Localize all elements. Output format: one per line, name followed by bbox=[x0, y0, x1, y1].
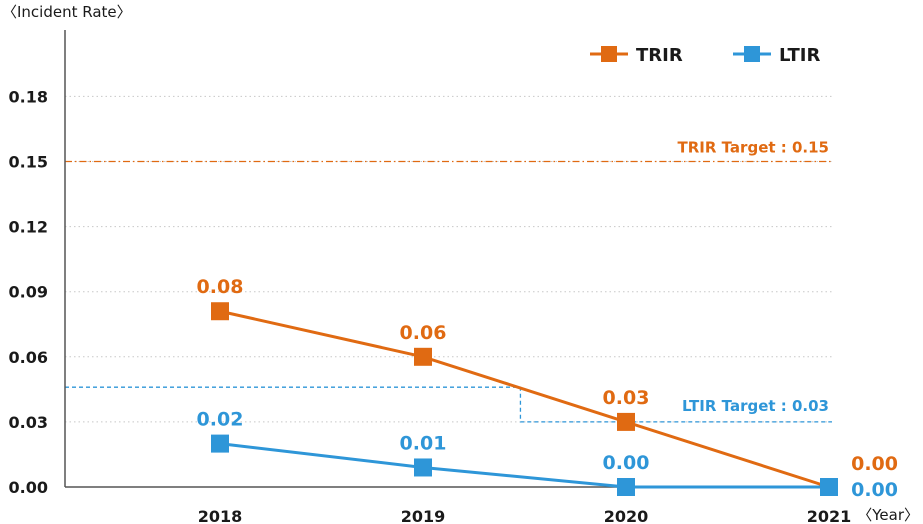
trir-series: 0.08 0.06 0.03 0.00 bbox=[197, 276, 898, 496]
trir-data-label: 0.03 bbox=[603, 387, 650, 409]
y-tick-label: 0.12 bbox=[9, 218, 48, 237]
trir-line bbox=[219, 309, 830, 489]
y-tick-label: 0.18 bbox=[9, 87, 48, 106]
trir-point bbox=[211, 302, 229, 321]
chart-legend: TRIR LTIR bbox=[590, 45, 820, 66]
series-lines: 0.08 0.06 0.03 0.00 0.02 0.01 0.00 0.00 bbox=[197, 276, 898, 501]
ltir-point bbox=[617, 478, 635, 496]
y-tick-label: 0.06 bbox=[9, 348, 48, 367]
x-axis-title: 〈Year〉 bbox=[857, 506, 919, 524]
ltir-point bbox=[211, 434, 229, 453]
x-axis-ticks: 2018 2019 2020 2021 bbox=[198, 507, 852, 524]
trir-data-label: 0.06 bbox=[400, 322, 447, 344]
y-tick-label: 0.03 bbox=[9, 413, 48, 432]
legend-label: TRIR bbox=[636, 45, 683, 66]
y-axis-ticks: 0.00 0.03 0.06 0.09 0.12 0.15 0.18 bbox=[9, 87, 48, 497]
trir-target-label: TRIR Target : 0.15 bbox=[678, 139, 830, 157]
y-tick-label: 0.15 bbox=[9, 153, 48, 172]
legend-item-trir: TRIR bbox=[590, 45, 683, 66]
trir-point bbox=[414, 347, 432, 366]
ltir-target-line bbox=[65, 386, 832, 423]
ltir-data-label: 0.00 bbox=[851, 479, 898, 501]
x-tick-label: 2019 bbox=[401, 507, 446, 524]
trir-data-label: 0.08 bbox=[197, 276, 244, 298]
ltir-data-label: 0.01 bbox=[400, 432, 447, 454]
legend-label: LTIR bbox=[779, 45, 820, 66]
legend-item-ltir: LTIR bbox=[733, 45, 820, 66]
ltir-data-label: 0.00 bbox=[603, 452, 650, 474]
x-tick-label: 2020 bbox=[604, 507, 649, 524]
ltir-line bbox=[219, 442, 829, 489]
ltir-target-label: LTIR Target : 0.03 bbox=[682, 397, 829, 415]
ltir-point bbox=[820, 478, 838, 496]
legend-swatch-marker bbox=[601, 46, 617, 62]
legend-swatch-marker bbox=[744, 46, 760, 62]
x-tick-label: 2021 bbox=[807, 507, 852, 524]
y-axis-title: 〈Incident Rate〉 bbox=[2, 3, 132, 21]
trir-point bbox=[617, 412, 635, 431]
y-tick-label: 0.09 bbox=[9, 283, 48, 302]
trir-data-label: 0.00 bbox=[851, 453, 898, 475]
ltir-data-label: 0.02 bbox=[197, 409, 244, 431]
x-tick-label: 2018 bbox=[198, 507, 243, 524]
y-tick-label: 0.00 bbox=[9, 478, 48, 497]
ltir-series: 0.02 0.01 0.00 0.00 bbox=[197, 409, 898, 501]
target-lines: TRIR Target : 0.15 LTIR Target : 0.03 bbox=[65, 139, 832, 423]
ltir-point bbox=[414, 458, 432, 477]
